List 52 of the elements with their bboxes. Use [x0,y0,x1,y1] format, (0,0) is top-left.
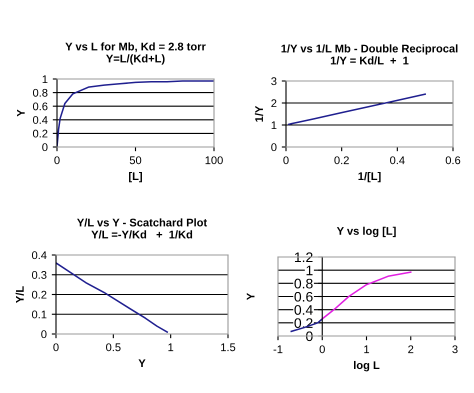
y-tick-label: 0.2 [294,318,313,328]
x-tick-label: 0 [54,156,60,164]
y-tick-label: 0.4 [32,251,47,260]
x-tick-label: 0 [53,343,59,352]
y-tick-label: 0.1 [32,310,46,318]
x-tick-label: 0.4 [390,156,405,164]
line-series [321,271,412,320]
x-tick-label: 1 [168,343,174,352]
line-series [56,262,168,333]
x-tick-label: 0.5 [106,343,121,352]
y-axis-title: Y [17,109,25,117]
x-tick-label: 1.5 [221,343,236,352]
y-tick-label: 2 [271,99,276,108]
y-tick-label: 3 [271,77,276,86]
y-tick-label: 0.6 [32,102,48,110]
x-tick-label: 0.6 [446,156,460,164]
y-tick-label: 0.8 [294,278,313,289]
y-axis-title: Y [246,292,254,300]
x-tick-label: 0.2 [334,156,349,164]
x-tick-label: 50 [130,156,142,164]
y-tick-label: 0.6 [294,292,313,302]
x-tick-label: 100 [206,156,223,164]
y-axis-title: Y/L [16,286,24,303]
y-axis-title: 1/Y [254,106,264,122]
chart-title: Y vs L for Mb, Kd = 2.8 torr Y=L/(Kd+L) [65,42,206,65]
y-tick-label: 0.2 [32,290,46,299]
x-tick-label: 2 [408,345,414,354]
x-axis-title: 1/[L] [358,172,381,182]
y-tick-label: 0 [42,143,48,152]
x-tick-label: -1 [274,345,282,354]
x-axis-title: log L [354,360,380,372]
y-tick-label: 0.2 [32,130,48,138]
x-tick-label: 3 [452,345,458,354]
x-tick-label: 1 [364,345,370,354]
y-tick-label: 0.3 [32,271,46,279]
y-tick-label: 1 [306,266,313,276]
x-axis-title: [L] [129,172,142,182]
y-tick-label: 0 [271,143,277,152]
y-tick-label: 0 [41,330,47,338]
x-axis-title: Y [138,359,146,367]
line-series [290,318,324,332]
y-tick-label: 1 [272,121,276,130]
line-series [288,93,426,126]
chart-title: Y/L vs Y - Scatchard Plot Y/L =-Y/Kd + 1/Kd [77,218,208,239]
chart-title: Y vs log [L] [336,226,396,238]
y-tick-label: 0.4 [294,305,313,315]
x-tick-label: 0 [283,156,289,164]
y-tick-label: 0.4 [32,116,48,124]
x-tick-label: 0 [320,345,325,354]
y-tick-label: 1 [42,75,48,84]
chart-title: 1/Y vs 1/L Mb - Double Reciprocal 1/Y = Kd/L + 1 [281,44,458,65]
y-tick-label: 0.8 [32,88,48,97]
